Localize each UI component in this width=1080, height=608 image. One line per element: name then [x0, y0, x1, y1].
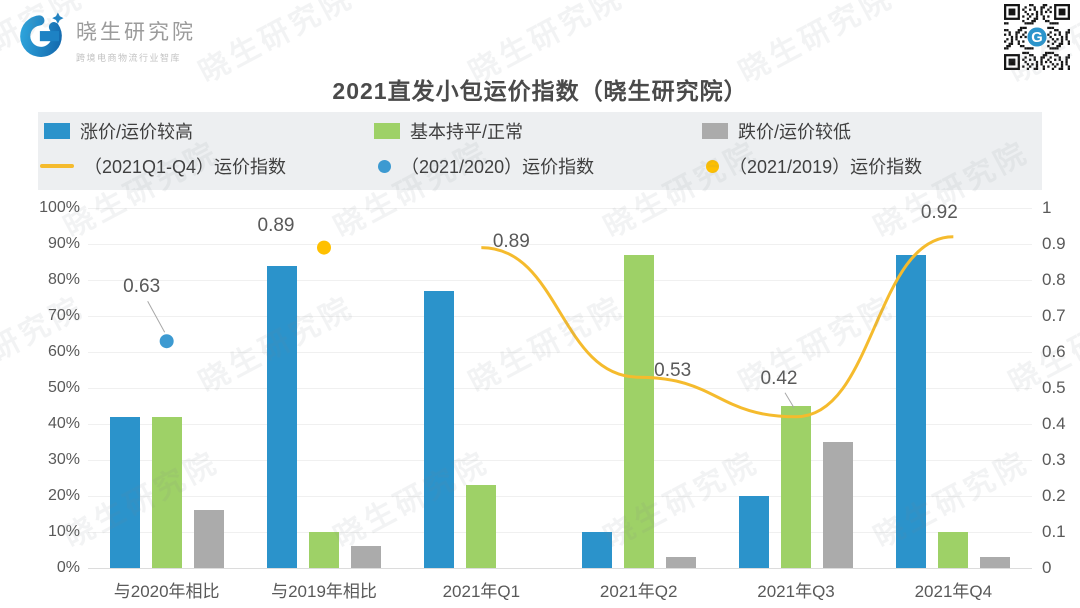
y-axis-tick-left: 80%	[47, 271, 80, 288]
gridline	[88, 568, 1032, 569]
x-axis-label: 2021年Q1	[442, 582, 521, 601]
x-axis-label: 与2020年相比	[113, 582, 220, 601]
gridline	[88, 388, 1032, 389]
gridline	[88, 244, 1032, 245]
legend-label-index-2020: （2021/2020）运价指数	[401, 157, 595, 177]
y-axis-tick-right: 0.7	[1042, 306, 1066, 325]
y-axis-tick-right: 0	[1042, 558, 1052, 577]
y-axis-tick-right: 0.2	[1042, 486, 1066, 505]
bar-series1-cat2	[466, 485, 497, 568]
legend-label-price-down: 跌价/运价较低	[738, 122, 852, 142]
gridline	[88, 532, 1032, 533]
y-axis-tick-left: 50%	[47, 379, 80, 396]
gridline	[88, 352, 1032, 353]
bar-series2-cat5	[980, 557, 1011, 568]
legend-item-price-down: 跌价/运价较低	[702, 118, 851, 144]
legend-swatch-flat	[374, 123, 400, 139]
data-label: 0.42	[760, 367, 798, 389]
y-axis-tick-right: 1	[1042, 198, 1052, 217]
gridline	[88, 424, 1032, 425]
legend-swatch-price-up	[44, 123, 70, 139]
y-axis-tick-right: 0.4	[1042, 414, 1066, 433]
y-axis-tick-right: 0.5	[1042, 378, 1066, 397]
gridline	[88, 208, 1032, 209]
data-label: 0.92	[920, 201, 958, 223]
bar-series2-cat3	[665, 557, 696, 568]
brand-tagline: 跨境电商物流行业智库	[76, 53, 182, 63]
bar-series2-cat4	[823, 442, 853, 568]
bar-series2-cat0	[193, 510, 224, 568]
bar-series1-cat1	[309, 532, 339, 568]
legend	[38, 112, 1042, 190]
y-axis-tick-right: 0.6	[1042, 342, 1066, 361]
y-axis-tick-right: 0.9	[1042, 234, 1066, 253]
gridline	[88, 460, 1032, 461]
brand-logo-g-icon	[20, 12, 64, 57]
legend-label-flat: 基本持平/正常	[410, 122, 524, 142]
x-axis-label: 2021年Q2	[599, 582, 678, 601]
y-axis-tick-left: 20%	[47, 487, 80, 504]
data-label: 0.89	[492, 230, 530, 252]
gridline	[88, 496, 1032, 497]
brand-logo: 晓生研究院 跨境电商物流行业智库	[14, 8, 196, 64]
bar-series1-cat3	[623, 254, 654, 568]
legend-label-index-line: （2021Q1-Q4）运价指数	[84, 157, 287, 177]
legend-dot-blue-icon	[378, 159, 391, 173]
x-axis-label: 2021年Q3	[757, 582, 835, 601]
chart-title: 2021直发小包运价指数（晓生研究院）	[332, 78, 748, 104]
y-axis-tick-right: 0.8	[1042, 270, 1066, 289]
legend-dot-yellow-icon	[706, 159, 719, 173]
y-axis-tick-left: 90%	[47, 235, 80, 252]
gridline	[88, 316, 1032, 317]
bar-series0-cat4	[739, 496, 769, 568]
bar-series1-cat0	[151, 416, 182, 568]
qr-code: G	[1004, 4, 1070, 70]
bar-series2-cat1	[351, 546, 381, 568]
legend-item-price-up: 涨价/运价较高	[44, 118, 193, 144]
bar-series1-cat5	[938, 532, 969, 568]
y-axis-tick-left: 60%	[47, 343, 80, 360]
bar-series1-cat4	[781, 406, 811, 568]
bar-series0-cat3	[581, 532, 612, 568]
x-axis-label: 2021年Q4	[914, 582, 993, 601]
legend-label-price-up: 涨价/运价较高	[80, 122, 194, 142]
bar-series0-cat5	[896, 254, 927, 568]
legend-item-index-2020: （2021/2020）运价指数	[378, 153, 594, 179]
y-axis-tick-left: 40%	[47, 415, 80, 432]
legend-item-index-line: （2021Q1-Q4）运价指数	[40, 153, 286, 179]
gridline	[88, 280, 1032, 281]
y-axis-tick-left: 70%	[47, 307, 80, 324]
bar-series0-cat2	[424, 290, 455, 568]
y-axis-tick-left: 100%	[39, 199, 80, 216]
data-label: 0.89	[257, 214, 295, 236]
legend-line-swatch-icon	[40, 164, 74, 168]
bar-series0-cat0	[109, 416, 140, 568]
legend-swatch-price-down	[702, 123, 728, 139]
brand-name: 晓生研究院	[76, 21, 196, 44]
data-label: 0.63	[123, 276, 161, 298]
y-axis-tick-left: 30%	[47, 451, 80, 468]
data-label: 0.53	[654, 360, 692, 382]
y-axis-tick-left: 0%	[56, 559, 80, 576]
legend-label-index-2019: （2021/2019）运价指数	[729, 157, 923, 177]
y-axis-tick-right: 0.3	[1042, 450, 1066, 469]
y-axis-tick-left: 10%	[47, 523, 80, 540]
bar-series0-cat1	[267, 265, 297, 568]
brand-text: 晓生研究院 跨境电商物流行业智库	[76, 8, 196, 64]
y-axis-tick-right: 0.1	[1042, 522, 1066, 541]
legend-item-index-2019: （2021/2019）运价指数	[706, 153, 922, 179]
svg-text:G: G	[1031, 30, 1043, 46]
x-axis-label: 与2019年相比	[271, 582, 377, 601]
legend-item-flat: 基本持平/正常	[374, 118, 523, 144]
